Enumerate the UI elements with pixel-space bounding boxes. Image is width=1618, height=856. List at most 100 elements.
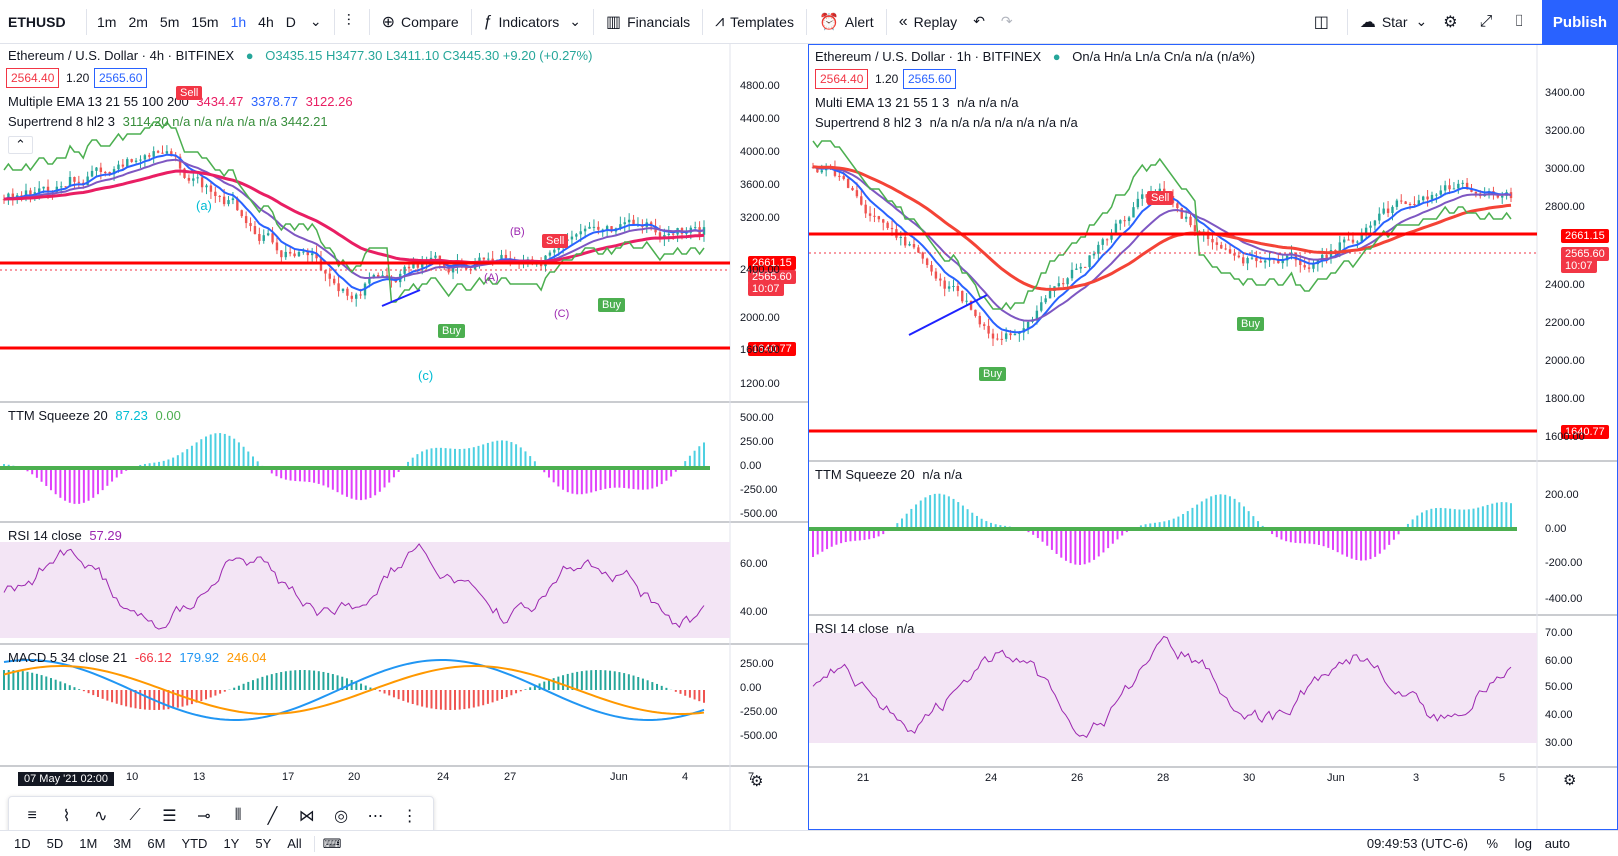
vertical-lines-icon[interactable]: ⫴ — [234, 807, 242, 824]
gann-icon[interactable]: ⋯ — [367, 808, 384, 825]
candle-body — [1263, 260, 1267, 263]
spiral-icon[interactable]: ◎ — [334, 808, 349, 825]
range-all[interactable]: All — [287, 836, 302, 851]
range-1y[interactable]: 1Y — [223, 836, 240, 851]
right-chart-panel[interactable]: Ethereum / U.S. Dollar · 1h · BITFINEX ●… — [808, 44, 1618, 830]
redo-button[interactable]: ↷ — [993, 0, 1021, 44]
clock[interactable]: 09:49:53 (UTC-6) — [1366, 836, 1468, 851]
snapshot-button[interactable]: ⌷ — [1506, 0, 1538, 44]
interval-2m[interactable]: 2m — [128, 13, 148, 30]
ttm-tick-label: -200.00 — [1545, 557, 1583, 569]
trend-line-icon[interactable]: ⟋ — [129, 807, 141, 824]
range-5d[interactable]: 5D — [46, 836, 64, 851]
candle-body — [838, 175, 841, 177]
range-3m[interactable]: 3M — [113, 836, 132, 851]
candle-body — [412, 264, 415, 269]
left-ema-legend: Multiple EMA 13 21 55 100 200 3434.47 33… — [8, 94, 353, 109]
horizontal-ray-icon[interactable]: ⊸ — [197, 808, 211, 825]
candle-body — [961, 290, 964, 302]
level-high-tag: 2661.15 — [1561, 229, 1609, 243]
goto-date-button[interactable]: ⌨ — [313, 835, 350, 852]
candle-body — [553, 249, 556, 253]
pattern-icon[interactable]: ⋈ — [298, 808, 315, 825]
star-button[interactable]: ☁ Star ⌄ — [1352, 0, 1435, 44]
line-icon[interactable]: ╱ — [267, 808, 278, 825]
right-chart-canvas[interactable] — [809, 45, 1617, 829]
candle-body — [139, 159, 142, 161]
ask-price-box[interactable]: 2565.60 — [94, 68, 148, 88]
candle-body — [104, 171, 107, 173]
abc-wave-icon[interactable]: ∿ — [94, 808, 108, 825]
range-ytd[interactable]: YTD — [181, 836, 208, 851]
symbol-search[interactable]: ETHUSD — [8, 13, 66, 30]
chart-type-button[interactable]: ⫶ — [339, 0, 365, 44]
interval-5m[interactable]: 5m — [159, 13, 180, 30]
candle-body — [1233, 253, 1236, 256]
wave-label-c: (c) — [418, 368, 434, 383]
interval-dropdown-button[interactable]: ⌄ — [302, 0, 330, 44]
replay-button[interactable]: « Replay — [891, 0, 966, 44]
price-tick-label: 4000.00 — [740, 146, 780, 158]
bid-price-box[interactable]: 2564.40 — [815, 69, 869, 89]
fullscreen-button[interactable]: ⤢ — [1472, 0, 1507, 44]
left-axis-settings-button[interactable]: ⚙ — [750, 772, 763, 790]
horizontal-lines-icon[interactable]: ≡ — [27, 807, 37, 824]
candle-body — [1465, 182, 1469, 189]
templates-button[interactable]: ⩘ Templates — [707, 0, 802, 44]
candle-body — [350, 295, 353, 299]
price-tick-label: 2000.00 — [1545, 355, 1585, 367]
range-5y[interactable]: 5Y — [255, 836, 272, 851]
rsi-line — [3, 543, 705, 630]
candle-body — [443, 262, 446, 268]
log-toggle[interactable]: log — [1514, 836, 1532, 851]
candle-body — [1079, 266, 1082, 269]
auto-toggle[interactable]: auto — [1544, 836, 1570, 851]
range-1m[interactable]: 1M — [79, 836, 98, 851]
market-open-dot-icon: ● — [245, 48, 254, 63]
right-supertrend-legend: Supertrend 8 hl2 3 n/a n/a n/a n/a n/a n… — [815, 115, 1078, 130]
right-rsi-legend: RSI 14 close n/a — [815, 621, 914, 636]
legend-collapse-button[interactable]: ⌃ — [8, 136, 33, 154]
publish-button[interactable]: Publish — [1542, 0, 1618, 44]
settings-button[interactable]: ⚙ — [1435, 0, 1471, 44]
range-6m[interactable]: 6M — [147, 836, 166, 851]
date-tick-label: 27 — [504, 771, 517, 783]
interval-15m[interactable]: 15m — [191, 13, 219, 30]
interval-1m[interactable]: 1m — [97, 13, 117, 30]
interval-1h[interactable]: 1h — [230, 13, 247, 30]
candle-body — [978, 315, 982, 325]
layout-button[interactable]: ◫ — [1306, 0, 1343, 44]
financials-button[interactable]: ▥ Financials — [598, 0, 698, 44]
right-axis-settings-button[interactable]: ⚙ — [1563, 771, 1576, 789]
range-1d[interactable]: 1D — [14, 836, 31, 851]
ask-price-box[interactable]: 2565.60 — [903, 69, 957, 89]
bid-price-box[interactable]: 2564.40 — [6, 68, 60, 88]
elliott-wave-icon[interactable]: ⌇ — [62, 808, 71, 825]
candle-body — [873, 215, 876, 217]
left-chart-canvas[interactable] — [0, 44, 808, 830]
candle-body — [11, 193, 15, 200]
measure-icon[interactable]: ⋮ — [401, 808, 418, 825]
left-chart-panel[interactable]: Ethereum / U.S. Dollar · 4h · BITFINEX ●… — [0, 44, 808, 830]
candle-body — [416, 264, 420, 268]
candle-body — [539, 263, 543, 267]
percent-toggle[interactable]: % — [1486, 836, 1498, 851]
alert-button[interactable]: ⏰ Alert — [811, 0, 882, 44]
candle-body — [156, 151, 160, 153]
rsi-tick-label: 30.00 — [1545, 737, 1573, 749]
candle-body — [860, 196, 863, 205]
ttm-value-1: 87.23 — [115, 408, 148, 423]
candle-body — [991, 333, 995, 339]
ttm-tick-label: 250.00 — [740, 436, 774, 448]
right-chart-title: Ethereum / U.S. Dollar · 1h · BITFINEX — [815, 49, 1042, 64]
fib-icon[interactable]: ☰ — [162, 808, 177, 825]
compare-button[interactable]: ⊕ Compare — [374, 0, 467, 44]
sell-signal-tag: Sell — [542, 234, 569, 248]
indicators-button[interactable]: ƒ Indicators ⌄ — [476, 0, 589, 44]
candle-body — [90, 170, 94, 177]
undo-button[interactable]: ↶ — [965, 0, 993, 44]
macd-tick-label: 0.00 — [740, 682, 762, 694]
interval-d[interactable]: D — [285, 13, 296, 30]
candle-body — [685, 232, 688, 234]
interval-4h[interactable]: 4h — [258, 13, 274, 30]
